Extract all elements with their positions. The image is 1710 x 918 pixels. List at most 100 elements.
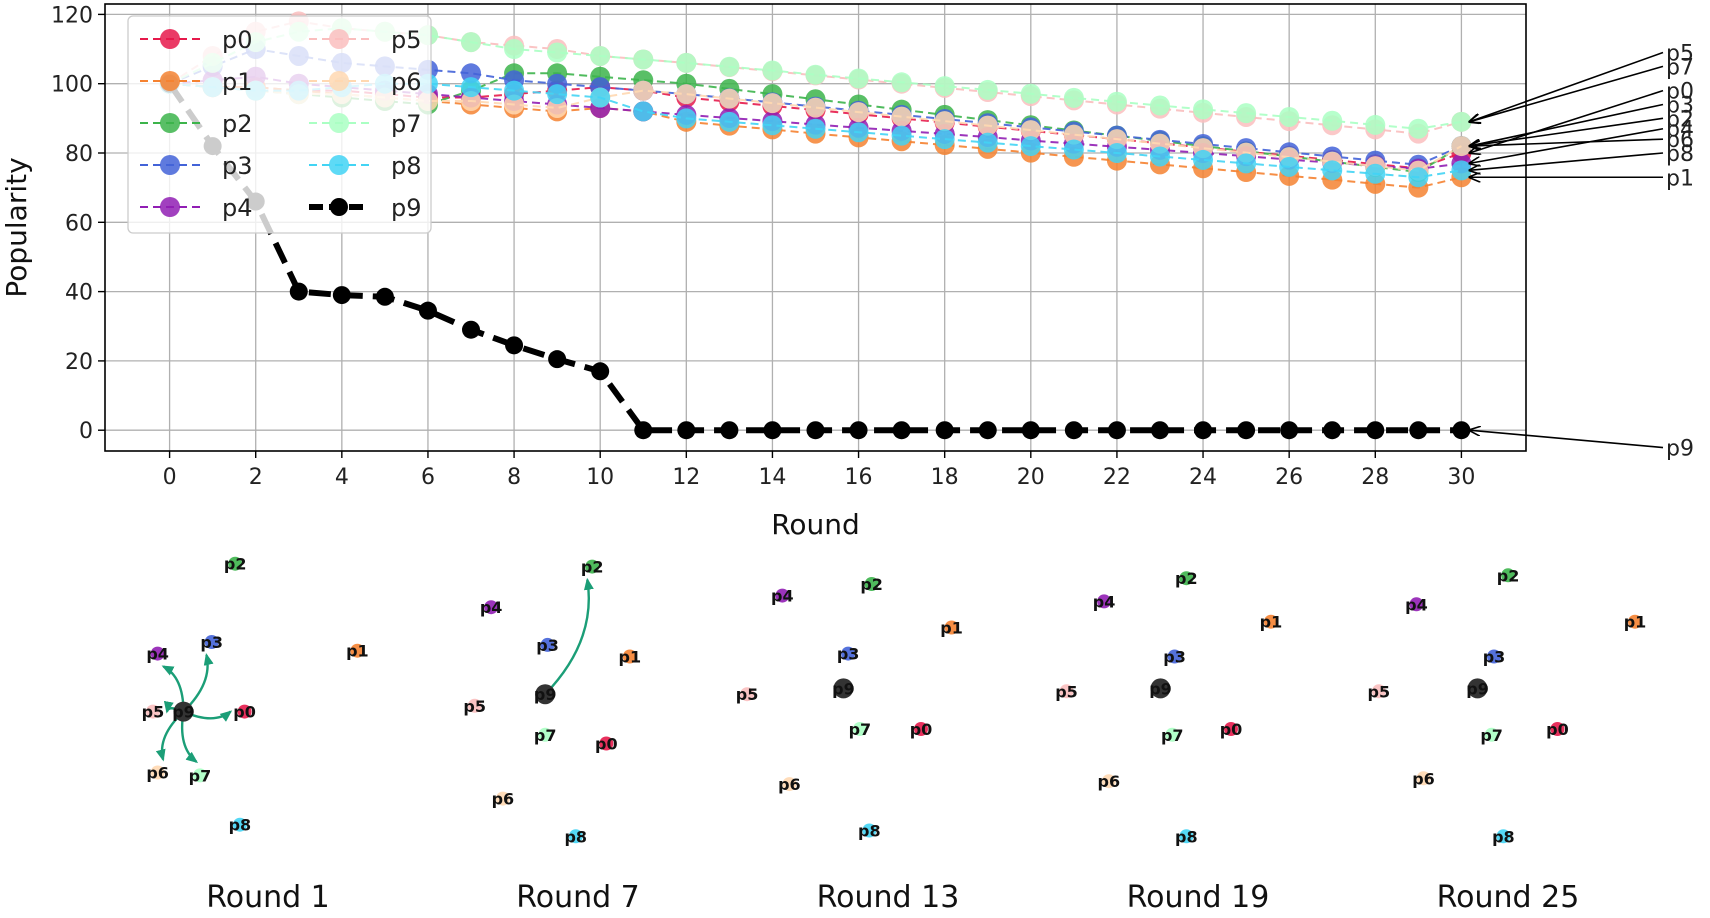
data-point-p8 <box>1063 139 1084 160</box>
x-tick-label: 8 <box>507 465 521 490</box>
legend-marker <box>160 71 180 91</box>
legend-entry-p9: p9 <box>309 194 422 222</box>
network-node-p2 <box>585 559 600 574</box>
y-tick-label: 20 <box>65 350 93 375</box>
legend-marker <box>160 113 180 133</box>
x-tick-label: 18 <box>931 465 959 490</box>
legend-marker <box>330 198 348 216</box>
data-point-p6 <box>762 93 783 114</box>
data-point-p7 <box>1236 103 1257 124</box>
legend: p0 p1 p2 p3 p4 p5 p6 p7 p8 p9 <box>127 15 432 234</box>
data-point-p6 <box>676 84 697 105</box>
x-tick-label: 28 <box>1361 465 1389 490</box>
network-edge <box>544 577 594 696</box>
network-node-p3 <box>841 646 856 661</box>
network-node-label: p8 <box>858 822 881 841</box>
data-point-p7 <box>1451 111 1472 132</box>
end-label: p3 <box>1666 93 1694 118</box>
data-point-p7 <box>977 79 998 100</box>
network-panel-5: p2 p4 p1 p3 p5 p9 p0 p7 p6 p8 Round 25 <box>1368 566 1647 915</box>
data-point-p8 <box>1451 160 1472 181</box>
axes: 0 2 4 6 8 10 12 14 16 18 20 22 24 26 28 300204060801001… <box>0 3 1527 541</box>
end-label: p1 <box>1666 166 1694 191</box>
end-label-arrow <box>1469 117 1664 146</box>
data-point-p8 <box>590 87 611 108</box>
x-tick-label: 6 <box>421 465 435 490</box>
network-node-label: p4 <box>146 645 169 664</box>
network-node-label: p3 <box>1163 648 1186 667</box>
data-point-p7 <box>504 39 525 60</box>
data-point-p6 <box>547 97 568 118</box>
legend-label: p2 <box>222 110 253 138</box>
data-point-p9 <box>591 362 610 381</box>
network-node-p4 <box>775 588 790 603</box>
y-tick-label: 0 <box>79 419 93 444</box>
legend-label: p8 <box>391 152 422 180</box>
data-point-p7 <box>547 42 568 63</box>
data-point-p6 <box>633 80 654 101</box>
network-node-label: p6 <box>778 775 801 794</box>
network-node-p7 <box>538 727 553 742</box>
data-point-p7 <box>891 72 912 93</box>
network-node-p6 <box>782 777 797 792</box>
network-node-label: p1 <box>619 648 642 667</box>
network-node-p7 <box>1165 727 1180 742</box>
data-point-p8 <box>848 122 869 143</box>
network-node-p6 <box>495 791 510 806</box>
network-node-p3 <box>540 637 555 652</box>
x-tick-label: 10 <box>586 465 614 490</box>
data-point-p6 <box>934 111 955 132</box>
network-node-label: p6 <box>1098 772 1121 791</box>
data-point-p9 <box>1237 421 1256 440</box>
data-point-p9 <box>892 421 911 440</box>
legend-entry-p1: p1 <box>140 68 253 96</box>
data-point-p6 <box>977 115 998 136</box>
data-point-p8 <box>633 101 654 122</box>
network-node-label: p3 <box>536 636 559 655</box>
data-point-p8 <box>504 80 525 101</box>
network-node-p9 <box>173 701 194 722</box>
network-node-label: p7 <box>189 766 212 785</box>
data-point-p7 <box>762 60 783 81</box>
network-node-p5 <box>467 698 482 713</box>
y-tick-label: 40 <box>65 281 93 306</box>
network-node-label: p0 <box>1220 720 1243 739</box>
end-label: p7 <box>1666 55 1694 80</box>
network-node-p9 <box>1150 678 1171 699</box>
network-node-label: p2 <box>581 558 604 577</box>
data-point-p6 <box>1020 120 1041 141</box>
data-point-p9 <box>763 421 782 440</box>
data-point-p8 <box>461 77 482 98</box>
y-tick-label: 100 <box>51 73 93 98</box>
network-node-p5 <box>1059 684 1074 699</box>
network-node-label: p9 <box>1466 679 1489 698</box>
network-node-label: p6 <box>146 764 169 783</box>
data-point-p7 <box>805 64 826 85</box>
y-axis-label: Popularity <box>0 157 33 297</box>
data-point-p9 <box>1064 421 1083 440</box>
network-panel-title: Round 13 <box>817 880 960 915</box>
end-label-arrow <box>1469 138 1664 146</box>
data-point-p9 <box>1452 421 1471 440</box>
data-point-p9 <box>505 336 524 355</box>
network-node-label: p9 <box>172 703 195 722</box>
network-node-label: p0 <box>1546 720 1569 739</box>
legend-label: p5 <box>391 26 422 54</box>
legend-entry-p6: p6 <box>309 68 422 96</box>
network-node-p0 <box>1550 722 1565 736</box>
network-node-label: p0 <box>910 720 933 739</box>
legend-entry-p8: p8 <box>309 152 422 180</box>
network-node-label: p3 <box>200 633 223 652</box>
network-node-label: p6 <box>492 790 515 809</box>
network-panel-title: Round 25 <box>1437 880 1580 915</box>
data-point-p9 <box>1366 421 1385 440</box>
data-point-p7 <box>719 56 740 77</box>
x-axis-label: Round <box>771 508 860 541</box>
network-node-p8 <box>862 823 877 838</box>
legend-entry-p7: p7 <box>309 110 422 138</box>
data-point-p9 <box>1323 421 1342 440</box>
data-point-p7 <box>1149 95 1170 116</box>
network-node-label: p1 <box>940 619 963 638</box>
